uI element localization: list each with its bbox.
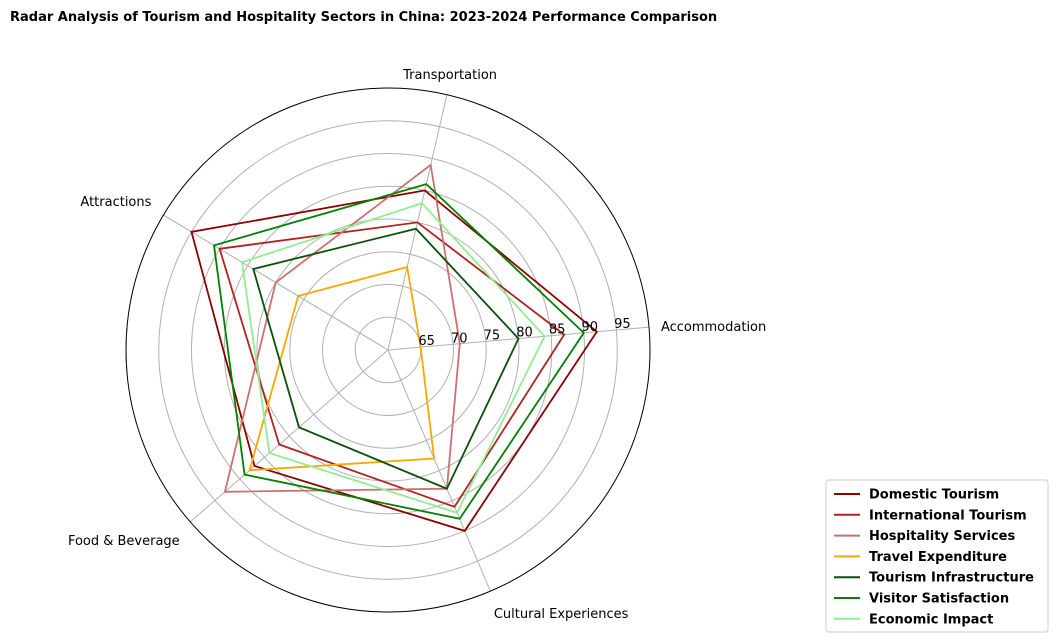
grid-circle-75 — [289, 251, 487, 449]
axis-label-1: Transportation — [402, 68, 497, 83]
series-line-0 — [190, 189, 598, 532]
grid-spoke — [387, 349, 491, 592]
grid-circle-80 — [256, 218, 520, 482]
r-tick-label: 65 — [418, 334, 435, 349]
legend-box — [825, 479, 1049, 633]
radar-labels: 65 70 75 80 85 90 95 Accommodation Transportatio… — [68, 68, 766, 622]
legend-label: Hospitality Services — [869, 529, 1015, 544]
axis-label-4: Cultural Experiences — [494, 607, 629, 622]
grid-spoke — [189, 349, 389, 523]
grid-circle-85 — [223, 185, 553, 515]
axis-label-0: Accommodation — [661, 320, 766, 335]
series-line-1 — [218, 221, 566, 508]
legend: Domestic Tourism International Tourism Hos… — [825, 479, 1049, 633]
r-tick-label: 70 — [451, 331, 468, 346]
chart-title: Radar Analysis of Tourism and Hospitalit… — [10, 10, 717, 25]
series-line-2 — [223, 163, 461, 493]
grid-circle-95 — [158, 120, 618, 580]
r-tick-label: 80 — [516, 326, 533, 341]
r-tick-label: 90 — [581, 320, 598, 335]
series-line-6 — [241, 202, 546, 514]
legend-label: Tourism Infrastructure — [869, 571, 1034, 586]
legend-label: Economic Impact — [869, 612, 993, 627]
legend-label: Domestic Tourism — [869, 488, 999, 503]
series-line-3 — [248, 265, 436, 472]
r-tick-label: 85 — [549, 323, 566, 338]
axis-label-3: Food & Beverage — [68, 534, 180, 549]
legend-label: Visitor Satisfaction — [869, 592, 1009, 607]
series-line-5 — [213, 183, 585, 520]
legend-label: International Tourism — [869, 508, 1027, 523]
legend-label: Travel Expenditure — [869, 550, 1007, 565]
series-line-4 — [252, 227, 520, 490]
grid-circle-70 — [322, 284, 454, 416]
radar-grid — [125, 87, 651, 613]
radar-series — [190, 163, 598, 532]
axis-label-2: Attractions — [80, 195, 151, 210]
r-tick-label: 95 — [614, 317, 631, 332]
r-tick-label: 75 — [484, 328, 501, 343]
polar-frame — [125, 87, 651, 613]
